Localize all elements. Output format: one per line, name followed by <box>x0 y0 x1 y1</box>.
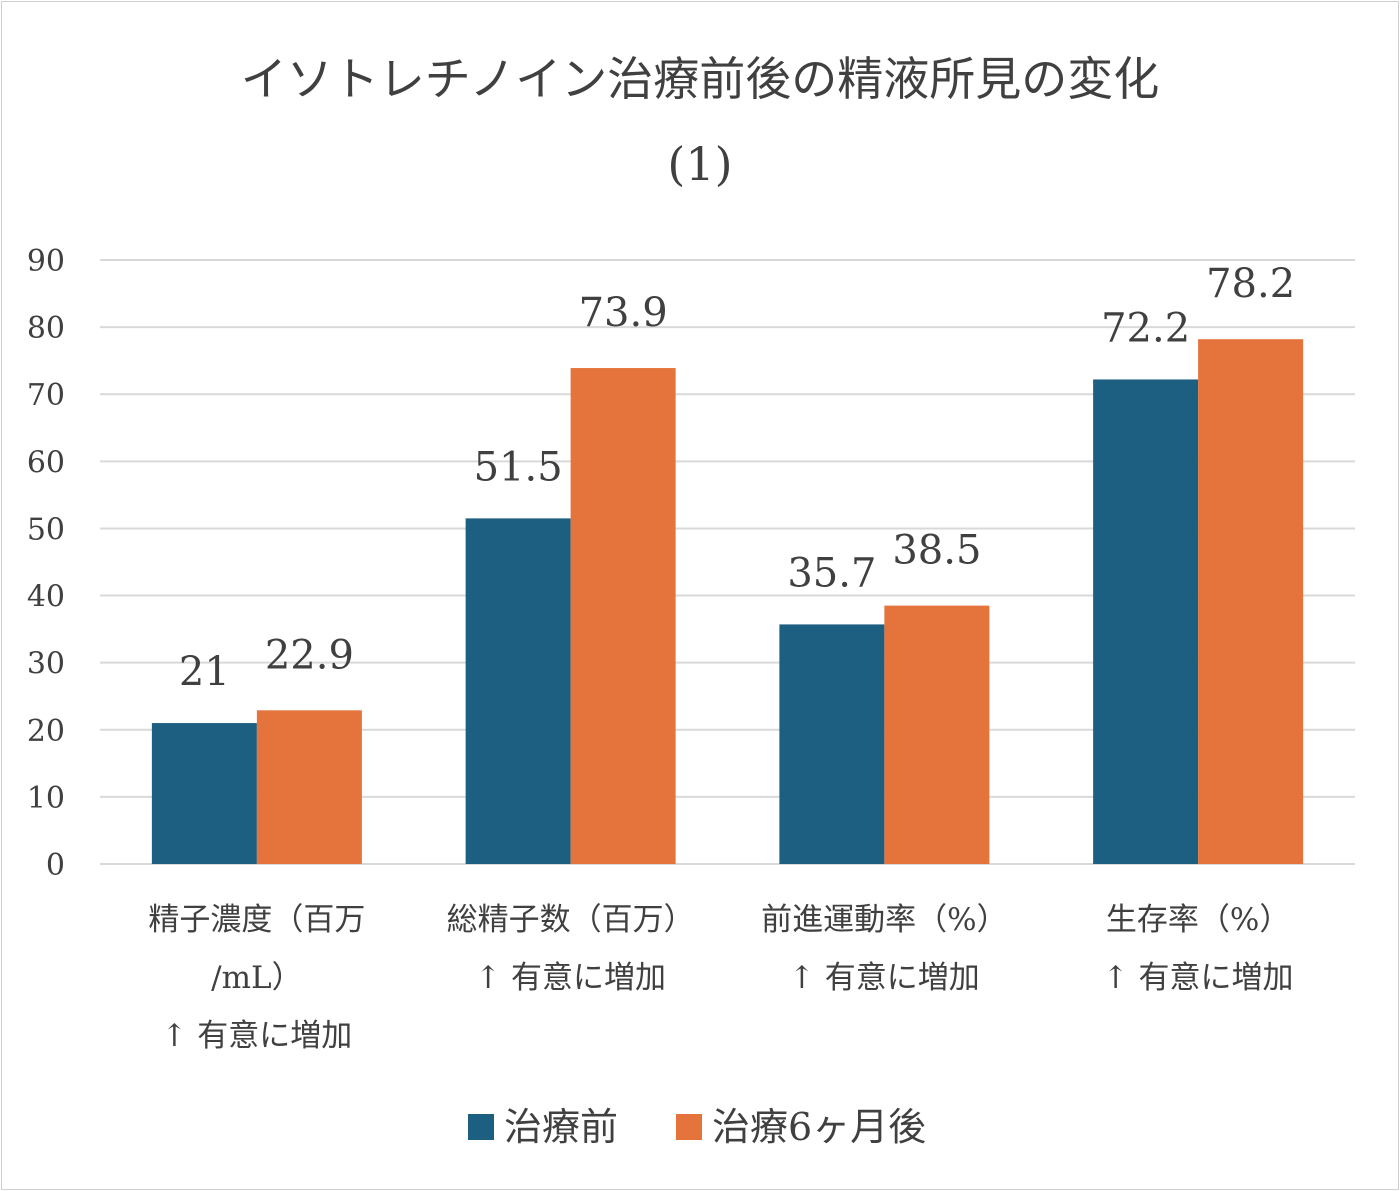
data-label: 72.2 <box>1101 305 1190 351</box>
x-category-label: 総精子数（百万） <box>447 902 695 938</box>
y-tick-label: 70 <box>27 378 65 413</box>
x-category-label: /mL） <box>211 960 302 996</box>
data-label: 51.5 <box>474 444 563 490</box>
y-tick-label: 50 <box>27 512 65 547</box>
chart-title-line-1: イソトレチノイン治療前後の精液所見の変化 <box>241 52 1160 106</box>
bar-after <box>570 368 676 864</box>
legend-label: 治療6ヶ月後 <box>712 1105 926 1149</box>
y-tick-label: 10 <box>27 781 65 816</box>
y-tick-label: 40 <box>27 580 65 615</box>
y-tick-label: 80 <box>27 311 65 346</box>
x-category-label: 精子濃度（百万 <box>148 902 365 938</box>
bar-before <box>151 723 257 864</box>
data-label: 21 <box>179 649 230 695</box>
y-tick-label: 0 <box>46 848 65 883</box>
y-tick-label: 60 <box>27 445 65 480</box>
x-category-label: ↑ 有意に増加 <box>1103 960 1294 996</box>
x-category-label: ↑ 有意に増加 <box>789 960 980 996</box>
data-label: 22.9 <box>265 632 354 678</box>
bar-before <box>1093 379 1199 864</box>
y-tick-label: 30 <box>27 647 65 682</box>
bar-after <box>256 710 362 864</box>
x-category-label: 生存率（%） <box>1106 902 1290 938</box>
legend-swatch <box>676 1114 702 1140</box>
y-tick-label: 90 <box>27 244 65 279</box>
x-category-label: 前進運動率（%） <box>761 902 1007 938</box>
x-category-label: ↑ 有意に増加 <box>475 960 666 996</box>
x-category-label: ↑ 有意に増加 <box>161 1018 352 1054</box>
bar-after <box>884 605 990 864</box>
data-label: 78.2 <box>1206 261 1295 307</box>
data-label: 38.5 <box>892 528 981 574</box>
legend-label: 治療前 <box>504 1105 618 1149</box>
chart-title-line-2: (1) <box>667 137 732 191</box>
legend-swatch <box>468 1114 494 1140</box>
bar-before <box>779 624 885 864</box>
data-label: 73.9 <box>579 290 668 336</box>
bar-before <box>465 518 571 864</box>
bar-after <box>1198 339 1304 864</box>
data-label: 35.7 <box>787 550 876 596</box>
y-tick-label: 20 <box>27 714 65 749</box>
